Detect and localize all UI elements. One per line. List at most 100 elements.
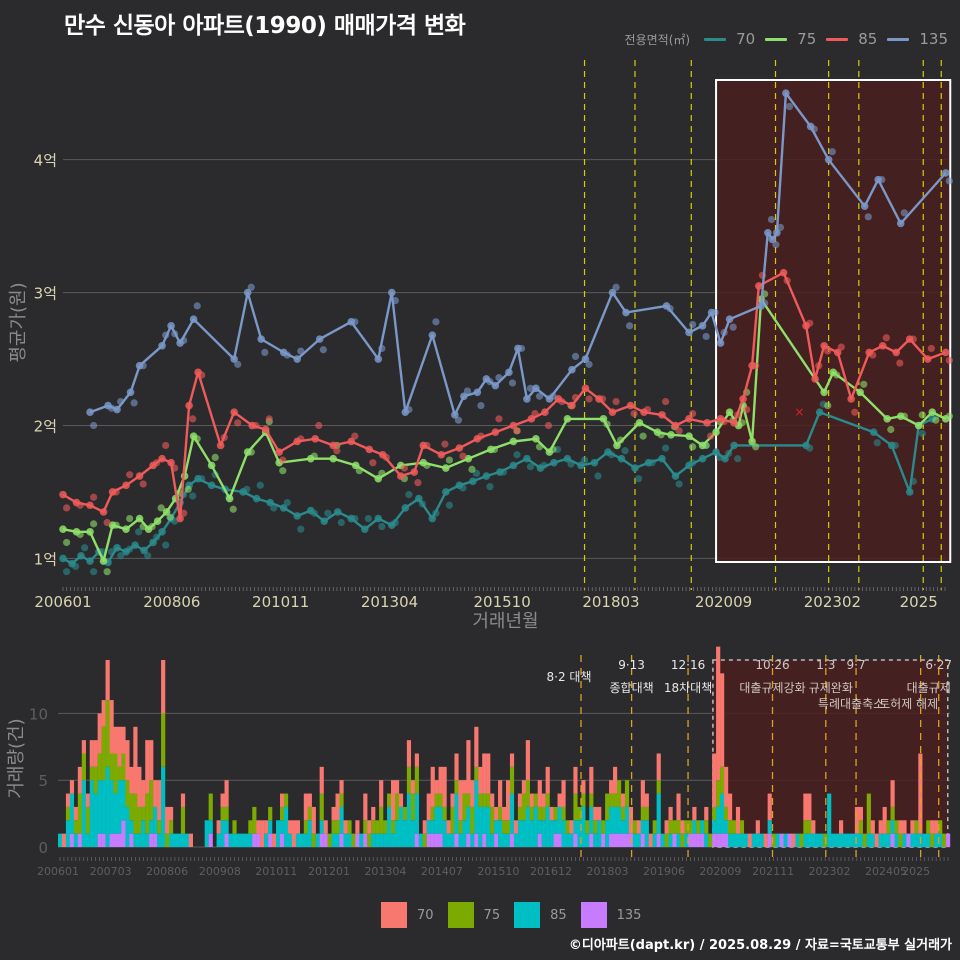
bar-segment-75 — [581, 793, 586, 807]
bar-segment-85 — [141, 820, 146, 847]
legend-swatch-75 — [765, 37, 788, 41]
bar-segment-85 — [169, 833, 174, 847]
bar-segment-85 — [434, 806, 439, 834]
bar-segment-75 — [351, 833, 356, 847]
bar-segment-85 — [101, 780, 106, 834]
x-tick-label: 201304 — [364, 865, 406, 878]
bar-segment-85 — [807, 833, 812, 847]
data-point-extra-85 — [495, 415, 503, 423]
bar-segment-85 — [712, 820, 717, 834]
bar-segment-85 — [462, 820, 467, 847]
bar-segment-75 — [466, 793, 471, 807]
bar-segment-85 — [842, 833, 848, 847]
bar-segment-75 — [640, 806, 645, 821]
bar-segment-75 — [268, 806, 273, 821]
bar-segment-75 — [109, 753, 114, 781]
bar-segment-70 — [379, 780, 384, 807]
bar-segment-85 — [65, 820, 71, 847]
data-point-extra-70 — [243, 485, 251, 493]
bar-segment-135 — [466, 833, 471, 847]
bar-segment-85 — [858, 833, 863, 847]
legend-item-85[interactable]: 85 — [826, 30, 881, 48]
bar-segment-70 — [882, 806, 887, 834]
bar-segment-75 — [589, 793, 594, 807]
bar-segment-75 — [886, 820, 891, 834]
bar-segment-75 — [624, 780, 630, 807]
bar-segment-70 — [125, 740, 130, 781]
bar-segment-70 — [153, 780, 158, 807]
bar-segment-85 — [585, 833, 590, 847]
bar-segment-85 — [81, 780, 86, 847]
bar-segment-70 — [724, 766, 729, 807]
bar-segment-75 — [664, 833, 669, 847]
bar-segment-70 — [735, 806, 741, 834]
bar-segment-70 — [668, 806, 673, 821]
bar-segment-135 — [363, 833, 368, 847]
bar-segment-85 — [724, 820, 729, 834]
bar-segment-70 — [77, 766, 82, 794]
bar-segment-70 — [466, 740, 471, 794]
bar-segment-85 — [878, 833, 883, 847]
bar-segment-135 — [252, 833, 257, 847]
bar-segment-75 — [402, 806, 408, 821]
bar-segment-70 — [727, 793, 733, 821]
bar-segment-135 — [319, 833, 324, 847]
legend-bottom-item-135[interactable]: 135 — [580, 902, 641, 928]
bar-segment-70 — [391, 780, 396, 821]
bar-segment-75 — [680, 833, 685, 847]
legend-bottom-item-85[interactable]: 85 — [514, 902, 567, 928]
bar-segment-75 — [652, 820, 657, 834]
bar-segment-85 — [157, 833, 162, 847]
bar-segment-85 — [315, 833, 320, 847]
legend-bottom-item-75[interactable]: 75 — [447, 902, 500, 928]
legend-item-135[interactable]: 135 — [887, 30, 952, 48]
bar-segment-70 — [720, 673, 725, 767]
bar-segment-85 — [121, 780, 126, 821]
bar-segment-70 — [287, 820, 293, 834]
bar-segment-70 — [609, 780, 614, 794]
bar-segment-85 — [89, 780, 94, 847]
x-tick-label: 201011 — [255, 865, 297, 878]
data-point-extra-75 — [184, 485, 192, 493]
bar-segment-85 — [184, 833, 190, 847]
legend-item-75[interactable]: 75 — [765, 30, 820, 48]
bar-segment-85 — [886, 833, 891, 847]
bar-segment-70 — [490, 793, 495, 807]
bar-segment-70 — [791, 833, 796, 847]
bar-segment-135 — [613, 833, 618, 847]
bar-segment-70 — [450, 793, 455, 807]
data-point-extra-135 — [535, 392, 544, 400]
data-point-extra-85 — [180, 509, 188, 517]
bar-segment-70 — [890, 780, 895, 807]
bar-segment-85 — [533, 806, 538, 847]
bar-segment-85 — [276, 820, 281, 847]
bar-segment-85 — [609, 806, 614, 834]
legend-bottom-item-70[interactable]: 70 — [381, 902, 434, 928]
bar-segment-75 — [105, 700, 110, 767]
data-point-extra-135 — [432, 318, 440, 326]
bar-segment-85 — [391, 833, 396, 847]
bar-segment-70 — [272, 833, 277, 847]
bar-segment-75 — [434, 793, 439, 807]
bar-segment-135 — [620, 833, 626, 847]
data-point-extra-70 — [580, 456, 589, 464]
data-point-extra-135 — [729, 323, 737, 331]
bar-segment-75 — [533, 793, 538, 807]
data-point-extra-85 — [945, 356, 953, 364]
data-point-extra-75 — [445, 456, 454, 464]
bar-segment-85 — [783, 833, 788, 847]
data-point-extra-70 — [135, 528, 143, 536]
data-point-extra-135 — [234, 360, 242, 368]
legend-title: 전용면적(㎡) — [624, 32, 691, 47]
bar-segment-70 — [454, 753, 459, 781]
series-line-85 — [62, 271, 947, 520]
data-point-extra-135 — [828, 148, 836, 156]
bar-segment-85 — [652, 833, 657, 847]
bar-segment-70 — [934, 820, 939, 834]
legend-item-70[interactable]: 70 — [704, 30, 759, 48]
bar-segment-85 — [490, 833, 495, 847]
data-point-extra-85 — [662, 397, 670, 406]
data-point-extra-135 — [689, 320, 697, 329]
bar-segment-70 — [69, 780, 75, 794]
bar-segment-70 — [319, 766, 324, 794]
